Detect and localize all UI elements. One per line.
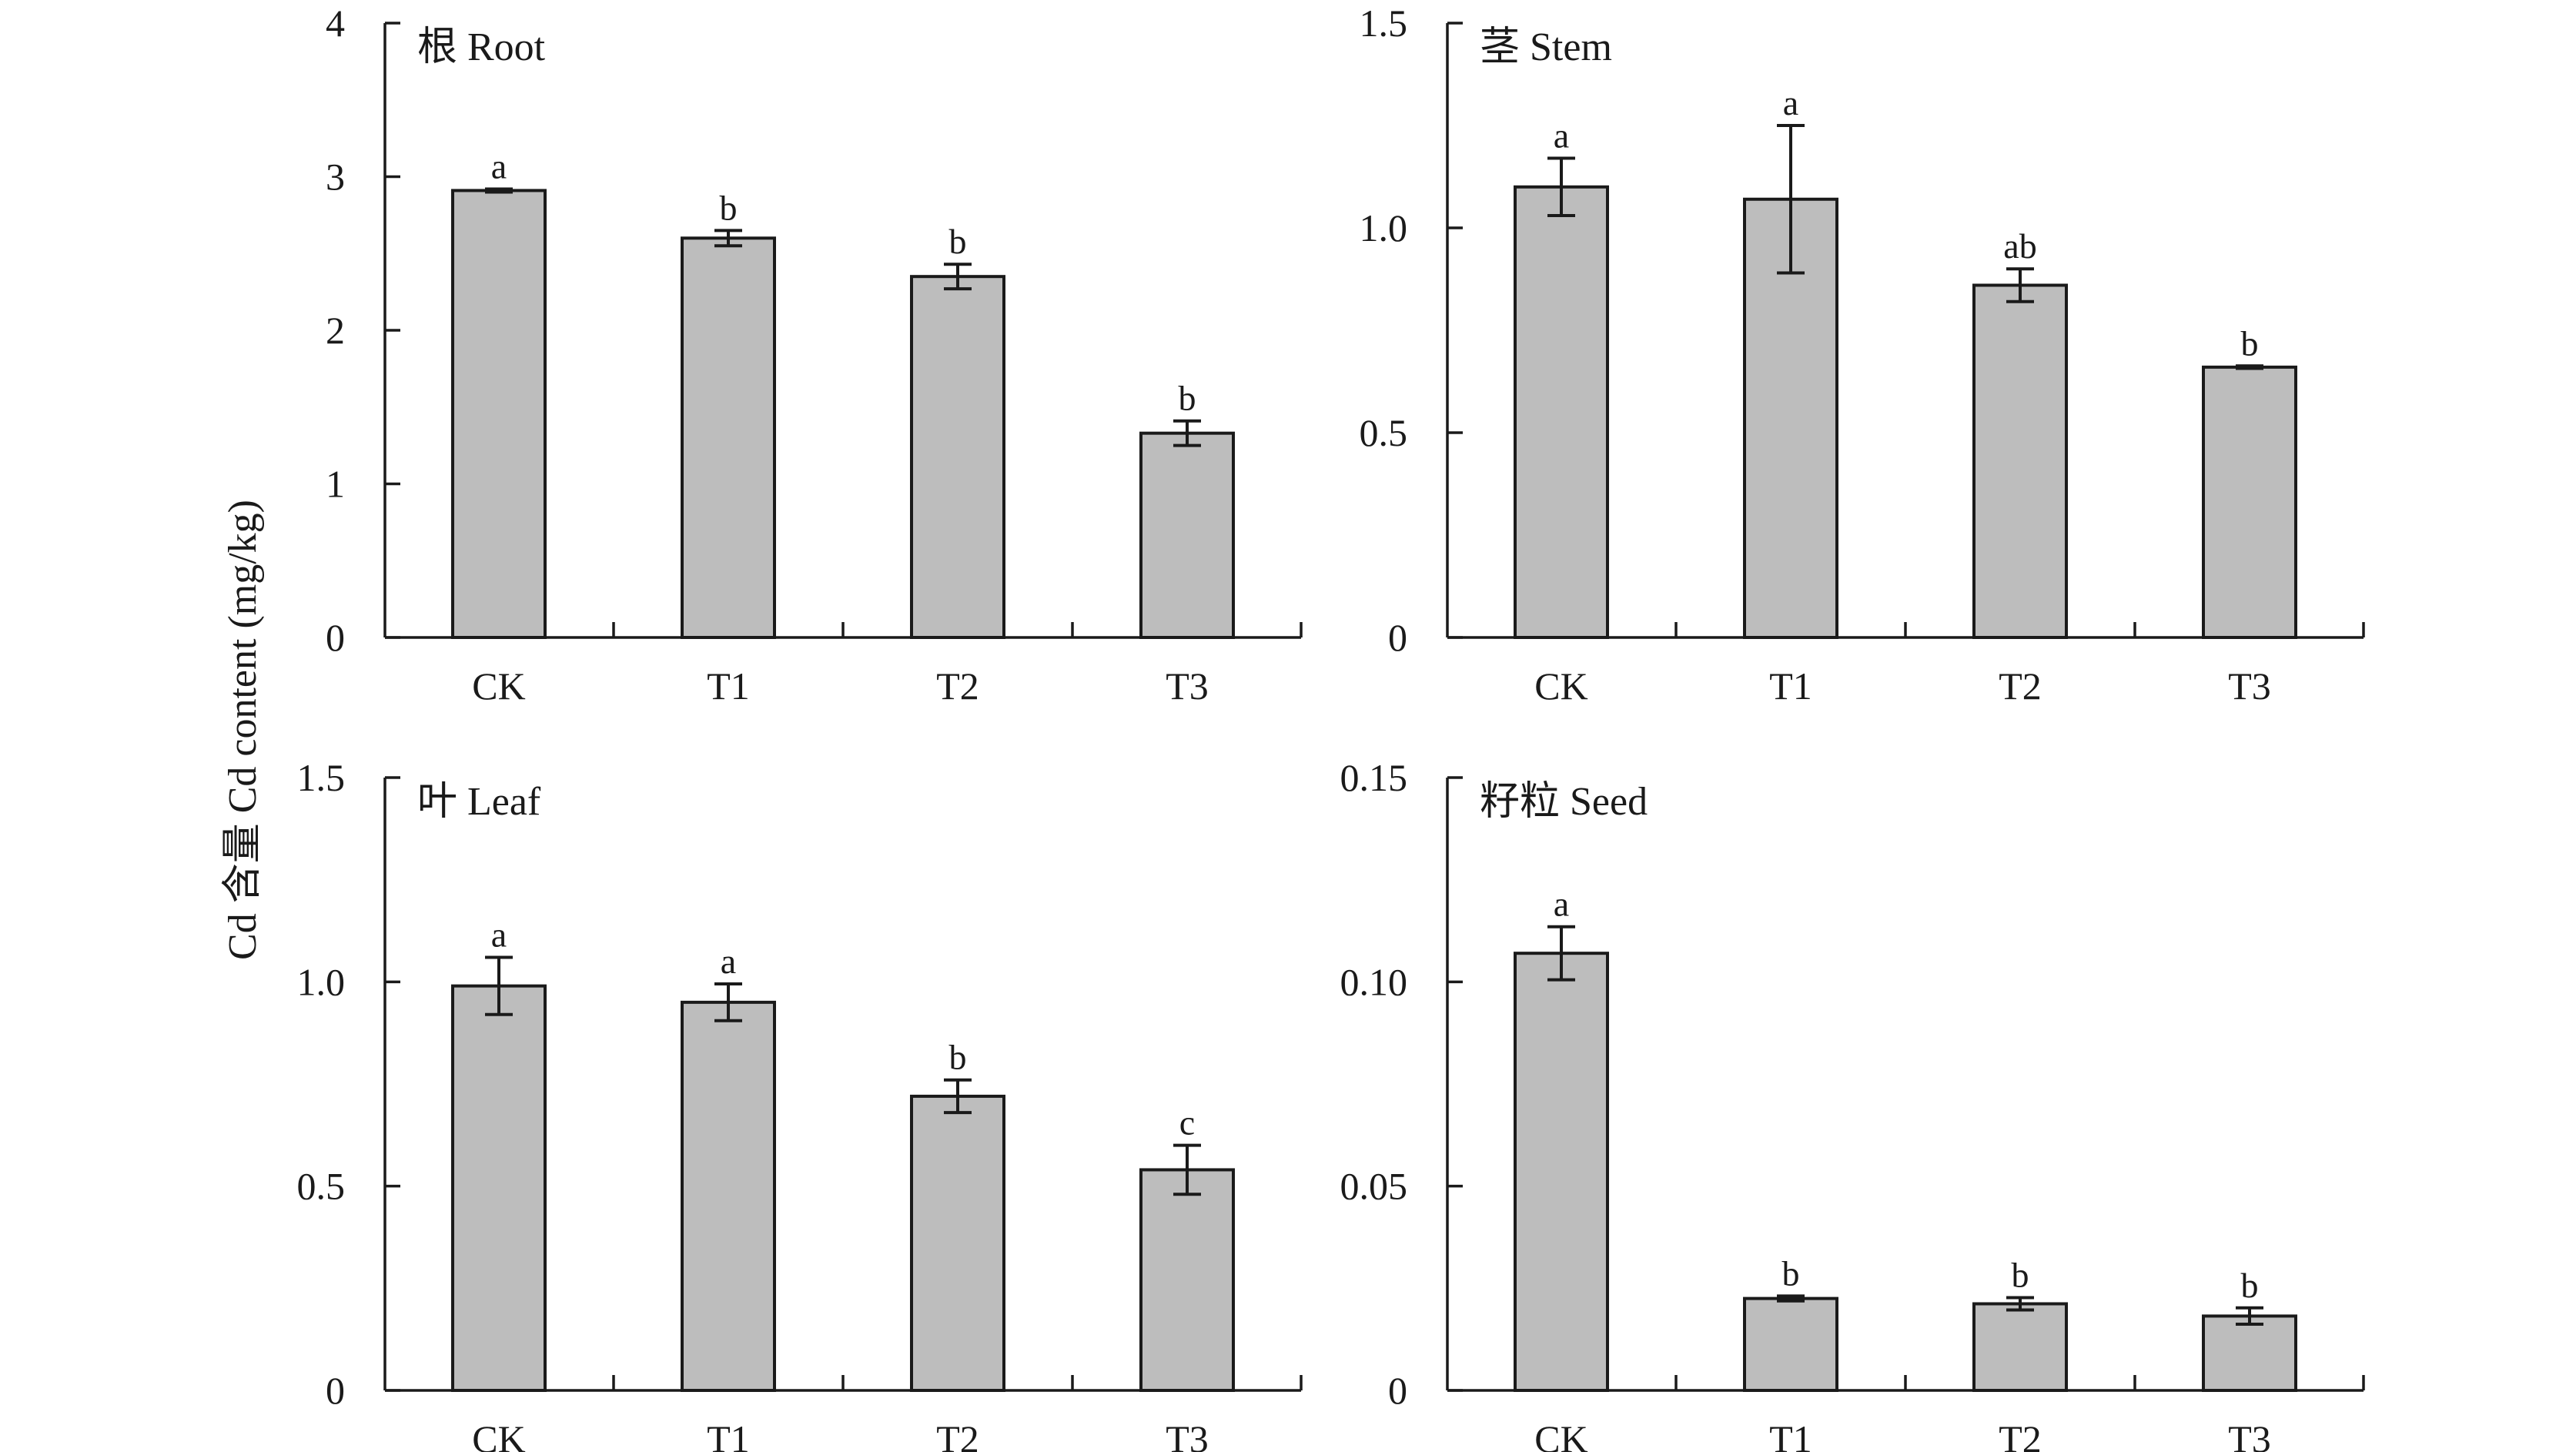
significance-label: b bbox=[2241, 1266, 2259, 1305]
bar-root-ck bbox=[451, 189, 547, 639]
significance-label: a bbox=[1554, 885, 1569, 924]
y-axis-label: Cd 含量 Cd content (mg/kg) bbox=[221, 500, 265, 960]
significance-label: b bbox=[1179, 379, 1196, 418]
x-tick-label: CK bbox=[472, 1417, 525, 1452]
y-tick-label: 0.5 bbox=[1360, 411, 1408, 454]
x-tick-label: CK bbox=[1534, 1417, 1587, 1452]
panel-title: 籽粒 Seed bbox=[1480, 780, 1648, 824]
x-tick-label: T3 bbox=[1166, 664, 1209, 708]
y-tick-label: 1.5 bbox=[1360, 2, 1408, 45]
chart-panel-stem: 0 0.5 1.0 1.5 a CK a T1 ab T2 b T3 茎 Stem bbox=[1360, 2, 2365, 708]
chart-panel-root: 0 1 2 3 4 a CK b T1 b T2 b T3 根 Root bbox=[326, 2, 1303, 708]
y-tick-label: 0.05 bbox=[1340, 1165, 1408, 1208]
bar-root-t3 bbox=[1139, 431, 1235, 639]
x-tick-label: T1 bbox=[707, 1417, 750, 1452]
bar-seed-ck bbox=[1514, 952, 1609, 1392]
bar-stem-ck bbox=[1514, 185, 1609, 640]
y-tick-label: 0.15 bbox=[1340, 756, 1408, 799]
y-tick-label: 1.0 bbox=[297, 960, 346, 1003]
significance-label: ab bbox=[2003, 226, 2036, 266]
bar-root-t2 bbox=[910, 275, 1005, 639]
y-tick-label: 0 bbox=[326, 616, 345, 659]
bar-leaf-t2 bbox=[910, 1094, 1005, 1393]
bar-root-t1 bbox=[681, 236, 776, 639]
x-tick-label: T2 bbox=[936, 664, 979, 708]
x-tick-label: T1 bbox=[707, 664, 750, 708]
x-tick-label: T3 bbox=[1166, 1417, 1209, 1452]
x-tick-label: T2 bbox=[1999, 1417, 2042, 1452]
significance-label: b bbox=[949, 1038, 967, 1077]
panel-title: 茎 Stem bbox=[1480, 25, 1612, 69]
x-tick-label: T2 bbox=[936, 1417, 979, 1452]
bar-seed-t1 bbox=[1743, 1296, 1838, 1392]
significance-label: a bbox=[491, 146, 507, 186]
bar-stem-t3 bbox=[2202, 365, 2297, 639]
y-tick-label: 1.0 bbox=[1360, 206, 1408, 249]
significance-label: b bbox=[2012, 1256, 2029, 1295]
y-tick-label: 0 bbox=[326, 1369, 345, 1412]
panel-title: 根 Root bbox=[417, 25, 546, 69]
chart-panel-leaf: 0 0.5 1.0 1.5 a CK a T1 b T2 c T3 叶 Leaf bbox=[297, 756, 1303, 1452]
significance-label: b bbox=[949, 222, 967, 261]
x-tick-label: CK bbox=[472, 664, 525, 708]
significance-label: b bbox=[2241, 323, 2259, 363]
significance-label: a bbox=[1554, 116, 1569, 156]
significance-label: a bbox=[491, 915, 507, 954]
x-tick-label: T3 bbox=[2228, 664, 2271, 708]
chart-panel-seed: 0 0.05 0.10 0.15 a CK b T1 b T2 b T3 籽粒 Seed bbox=[1340, 756, 2365, 1452]
significance-label: c bbox=[1179, 1103, 1195, 1143]
y-tick-label: 0 bbox=[1388, 1369, 1407, 1412]
bar-stem-t2 bbox=[1972, 283, 2068, 639]
bar-seed-t3 bbox=[2202, 1314, 2297, 1393]
significance-label: a bbox=[1783, 83, 1798, 122]
x-tick-label: T2 bbox=[1999, 664, 2042, 708]
y-tick-label: 0.10 bbox=[1340, 960, 1408, 1003]
bar-leaf-t3 bbox=[1139, 1168, 1235, 1392]
bar-leaf-ck bbox=[451, 984, 547, 1392]
y-tick-label: 4 bbox=[326, 2, 345, 45]
x-tick-label: T3 bbox=[2228, 1417, 2271, 1452]
significance-label: a bbox=[721, 942, 736, 981]
significance-label: b bbox=[1782, 1253, 1800, 1293]
y-tick-label: 3 bbox=[326, 156, 345, 199]
y-tick-label: 0.5 bbox=[297, 1165, 346, 1208]
significance-label: b bbox=[720, 188, 738, 227]
bar-seed-t2 bbox=[1972, 1302, 2068, 1392]
y-tick-label: 0 bbox=[1388, 616, 1407, 659]
x-tick-label: T1 bbox=[1769, 1417, 1812, 1452]
bar-leaf-t1 bbox=[681, 1000, 776, 1393]
x-tick-label: CK bbox=[1534, 664, 1587, 708]
y-tick-label: 1 bbox=[326, 463, 345, 506]
y-tick-label: 2 bbox=[326, 309, 345, 352]
x-tick-label: T1 bbox=[1769, 664, 1812, 708]
panel-title: 叶 Leaf bbox=[417, 780, 541, 824]
y-tick-label: 1.5 bbox=[297, 756, 346, 799]
